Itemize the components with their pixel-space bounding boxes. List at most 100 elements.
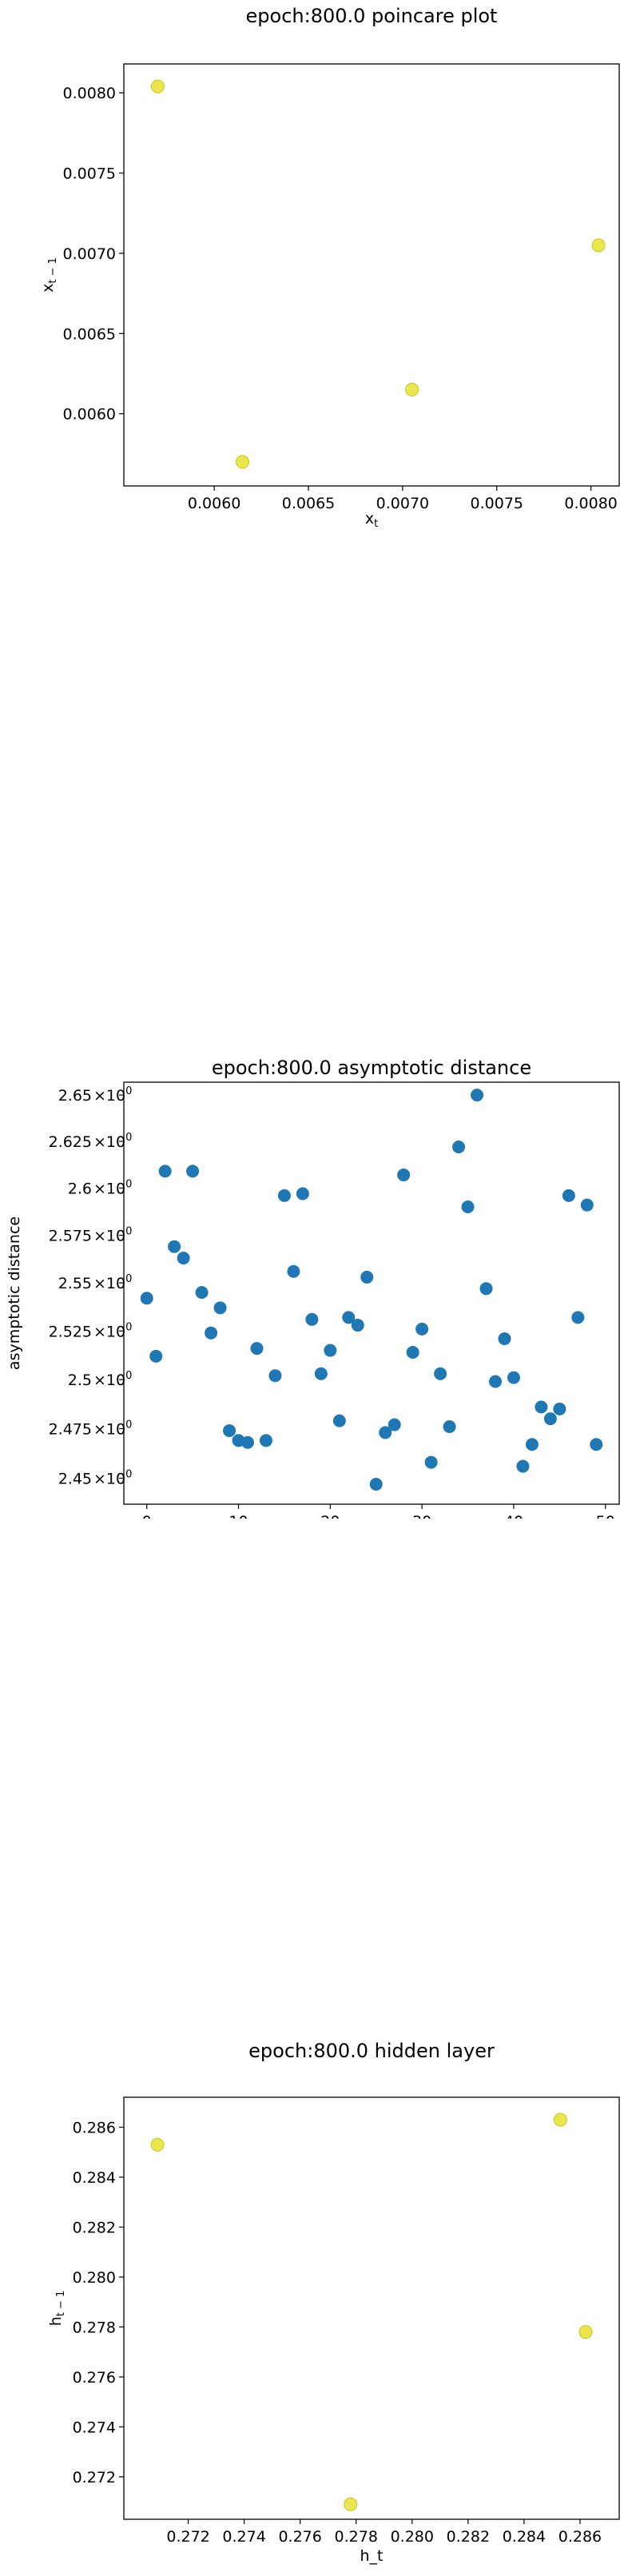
x-tick-label: 0.286: [558, 2528, 602, 2546]
x-axis-label: h_t: [360, 2547, 384, 2565]
x-tick-label: 50: [596, 1513, 615, 1519]
data-point: [479, 1282, 493, 1296]
x-tick-label: 0.282: [447, 2528, 490, 2546]
data-point: [360, 1270, 374, 1284]
y-tick-label: 0.0070: [63, 245, 116, 263]
plot-frame: [123, 2096, 620, 2520]
y-tick-exponent: ×100: [93, 1273, 132, 1292]
y-tick-label: 0.276: [73, 2369, 116, 2387]
data-point: [590, 1438, 603, 1451]
data-point: [405, 383, 419, 397]
data-point: [158, 1165, 172, 1178]
y-tick-label: 0.282: [73, 2219, 116, 2236]
chart-title: epoch:800.0 poincare plot: [246, 5, 498, 27]
data-point: [324, 1344, 337, 1357]
chart-title: epoch:800.0 asymptotic distance: [212, 1057, 531, 1079]
data-point: [553, 2112, 567, 2127]
data-point: [223, 1423, 236, 1437]
y-tick-label: 2.55: [58, 1275, 92, 1292]
data-point: [498, 1332, 511, 1345]
data-point: [287, 1264, 300, 1278]
data-point: [149, 1349, 163, 1363]
data-point: [186, 1165, 200, 1178]
data-point: [553, 1402, 566, 1415]
y-tick-exponent: ×100: [93, 1178, 132, 1197]
x-tick-label: 10: [229, 1513, 248, 1519]
y-tick-label: 0.0065: [63, 325, 116, 343]
x-tick-label: 0.276: [278, 2528, 321, 2546]
data-point: [578, 2325, 593, 2339]
data-point: [562, 1188, 575, 1202]
data-point: [406, 1345, 419, 1359]
data-point: [369, 1477, 383, 1491]
data-point: [205, 1326, 218, 1340]
y-tick-label: 2.45: [58, 1470, 92, 1487]
y-tick-label: 2.625: [49, 1133, 92, 1151]
data-point: [277, 1188, 291, 1202]
y-tick-exponent: ×100: [93, 1226, 132, 1245]
data-point: [507, 1371, 520, 1384]
data-point: [213, 1301, 227, 1315]
x-tick-label: 30: [412, 1513, 431, 1519]
data-point: [241, 1435, 254, 1449]
data-point: [591, 238, 606, 253]
data-point: [580, 1198, 594, 1212]
data-point: [388, 1418, 401, 1431]
x-tick-label: 0.280: [391, 2528, 434, 2546]
y-tick-label: 2.475: [49, 1420, 92, 1438]
data-point: [296, 1187, 309, 1200]
data-point: [571, 1311, 585, 1324]
x-tick-label: 0.0060: [188, 495, 240, 512]
y-axis-label: asymptotic distance: [6, 1216, 23, 1370]
data-point: [379, 1426, 392, 1439]
y-tick-exponent: ×100: [93, 1321, 132, 1340]
data-point: [332, 1414, 346, 1427]
data-point: [397, 1169, 411, 1182]
data-point: [424, 1455, 438, 1469]
data-point: [342, 1311, 356, 1324]
y-tick-label: 2.525: [49, 1323, 92, 1340]
asymptotic-distance-chart: epoch:800.0 asymptotic distance 0 10 20 30 4…: [6, 1057, 620, 1519]
x-tick-label: 20: [320, 1513, 340, 1519]
y-tick-label: 0.0080: [63, 85, 116, 102]
plot-frame: [123, 1081, 620, 1505]
data-point: [443, 1420, 456, 1434]
data-point: [461, 1200, 475, 1214]
y-tick-exponent: ×100: [93, 1419, 132, 1438]
data-point: [168, 1240, 181, 1253]
data-point: [516, 1459, 530, 1473]
data-point: [259, 1434, 272, 1447]
x-tick-label: 0.0070: [376, 495, 429, 512]
data-point: [543, 1412, 557, 1426]
data-point: [415, 1322, 429, 1336]
y-tick-label: 0.286: [73, 2119, 116, 2136]
data-point: [250, 1342, 264, 1356]
y-tick-label: 0.278: [73, 2319, 116, 2336]
plot-frame: [123, 63, 620, 487]
x-tick-label: 0.274: [222, 2528, 265, 2546]
y-tick-label: 2.6: [68, 1180, 92, 1197]
x-tick-label: 0.284: [503, 2528, 546, 2546]
y-axis-label: ht − 1: [47, 2291, 67, 2327]
y-tick-exponent: ×100: [93, 1468, 132, 1487]
y-tick-label: 0.0060: [63, 406, 116, 424]
y-tick-label: 2.575: [49, 1228, 92, 1245]
data-point: [177, 1252, 190, 1265]
y-axis-label: xt − 1: [39, 257, 59, 293]
data-point: [489, 1375, 502, 1388]
data-point: [525, 1438, 539, 1451]
chart-title: epoch:800.0 hidden layer: [248, 2040, 495, 2062]
hidden-layer-chart: epoch:800.0 hidden layer 0.272 0.274 0.276…: [47, 2040, 620, 2565]
data-point: [268, 1369, 282, 1383]
y-tick-exponent: ×100: [93, 1370, 132, 1389]
y-tick-label: 0.0075: [63, 165, 116, 183]
data-point: [150, 79, 165, 94]
x-tick-label: 0.272: [166, 2528, 209, 2546]
data-point: [195, 1286, 209, 1300]
data-point: [140, 1292, 153, 1305]
y-tick-exponent: ×100: [93, 1085, 132, 1105]
data-point: [434, 1367, 447, 1380]
poincare-plot-chart: epoch:800.0 poincare plot 0.0060 0.0065 0.…: [39, 5, 620, 530]
x-tick-label: 0.278: [335, 2528, 378, 2546]
y-tick-label: 2.5: [68, 1372, 92, 1389]
